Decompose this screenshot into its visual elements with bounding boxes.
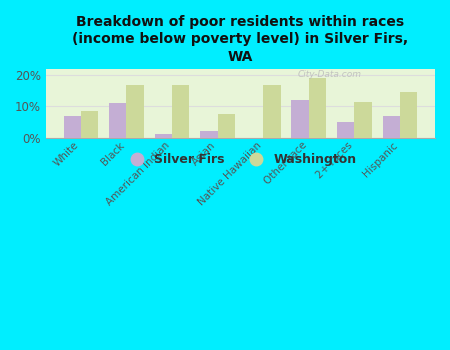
Bar — [309, 78, 326, 138]
Bar — [355, 102, 372, 138]
Bar — [292, 100, 309, 138]
Bar — [81, 111, 98, 138]
Bar — [337, 122, 355, 138]
Bar — [400, 92, 417, 138]
Title: Breakdown of poor residents within races
(income below poverty level) in Silver : Breakdown of poor residents within races… — [72, 15, 409, 64]
Bar — [63, 116, 81, 138]
Text: City-Data.com: City-Data.com — [298, 70, 362, 79]
Legend: Silver Firs, Washington: Silver Firs, Washington — [118, 147, 363, 173]
Bar — [155, 134, 172, 138]
Bar — [126, 85, 144, 138]
Bar — [200, 131, 218, 138]
Bar — [382, 116, 400, 138]
Bar — [109, 103, 126, 138]
Bar — [172, 85, 189, 138]
Bar — [218, 114, 235, 138]
Bar — [263, 85, 280, 138]
